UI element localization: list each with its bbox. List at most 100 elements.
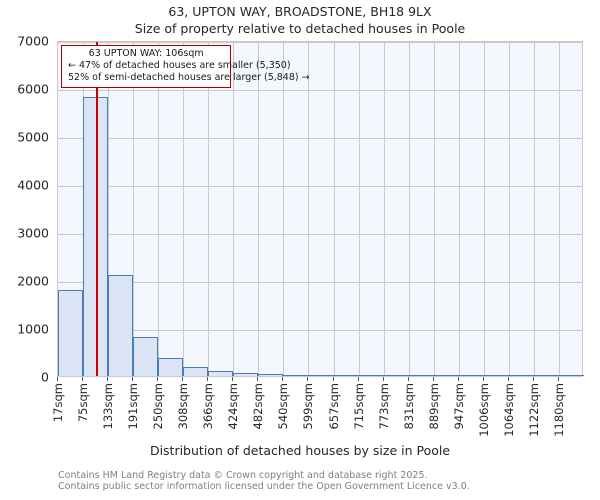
histogram-bar <box>433 375 459 376</box>
x-axis-tickmark <box>107 377 109 381</box>
gridline-vertical <box>458 42 460 376</box>
footer-attribution: Contains HM Land Registry data © Crown c… <box>58 470 470 492</box>
x-axis-tickmark <box>557 377 559 381</box>
x-axis-tick-label: 133sqm <box>101 383 116 430</box>
histogram-bar <box>458 375 484 376</box>
histogram-bar <box>358 375 384 376</box>
gridline-vertical <box>483 42 485 376</box>
x-axis-tickmark <box>507 377 509 381</box>
histogram-bar <box>533 375 559 376</box>
x-axis-tick-label: 17sqm <box>51 383 65 423</box>
histogram-bar <box>233 372 259 376</box>
x-axis-tick-label: 1006sqm <box>476 383 491 437</box>
x-axis-tick-label: 1122sqm <box>526 383 541 437</box>
x-axis-tick-label: 191sqm <box>126 383 141 430</box>
y-axis-tick-label: 4000 <box>17 177 49 193</box>
gridline-vertical <box>533 42 535 376</box>
histogram-bar <box>508 375 534 376</box>
gridline-vertical <box>558 42 560 376</box>
x-axis-tickmark <box>482 377 484 381</box>
x-axis-tick-label: 773sqm <box>376 383 391 430</box>
annotation-line-2: ← 47% of detached houses are smaller (5,… <box>68 60 291 71</box>
x-axis-tick-label: 308sqm <box>176 383 191 430</box>
gridline-horizontal <box>58 234 582 235</box>
x-axis-tickmark <box>157 377 159 381</box>
x-axis-tickmark <box>407 377 409 381</box>
gridline-vertical <box>433 42 435 376</box>
plot-area <box>57 41 584 377</box>
x-axis-title: Distribution of detached houses by size … <box>149 443 451 458</box>
x-axis-tickmark <box>357 377 359 381</box>
y-axis-tick-label: 1000 <box>17 321 49 337</box>
page-subtitle: Size of property relative to detached ho… <box>134 21 466 36</box>
histogram-bar <box>258 374 284 376</box>
gridline-horizontal <box>58 138 582 139</box>
x-axis-tick-label: 424sqm <box>226 383 241 430</box>
annotation-line-3: 52% of semi-detached houses are larger (… <box>68 72 310 83</box>
histogram-bar <box>558 375 584 376</box>
histogram-bar <box>333 375 359 376</box>
histogram-bar <box>408 375 434 376</box>
x-axis-tickmark <box>457 377 459 381</box>
y-axis-tick-label: 0 <box>41 369 49 385</box>
gridline-vertical <box>283 42 285 376</box>
histogram-bar <box>133 337 159 376</box>
histogram-bar <box>183 366 209 376</box>
histogram-bar <box>83 97 109 376</box>
gridline-vertical <box>308 42 310 376</box>
gridline-vertical <box>333 42 335 376</box>
gridline-vertical <box>133 42 135 376</box>
y-axis-tick-label: 2000 <box>17 273 49 289</box>
gridline-vertical <box>383 42 385 376</box>
chart-title-block: 63, UPTON WAY, BROADSTONE, BH18 9LX Size… <box>0 4 600 37</box>
x-axis-tickmark <box>257 377 259 381</box>
gridline-horizontal <box>58 186 582 187</box>
x-axis-tickmark <box>282 377 284 381</box>
x-axis-tick-label: 540sqm <box>276 383 291 430</box>
gridline-vertical <box>158 42 160 376</box>
histogram-bar <box>58 290 84 376</box>
x-axis-tickmark <box>132 377 134 381</box>
x-axis-tick-label: 1064sqm <box>501 383 516 437</box>
gridline-vertical <box>183 42 185 376</box>
property-marker-line <box>96 42 99 376</box>
x-axis-tick-label: 482sqm <box>251 383 266 430</box>
annotation-box: 63 UPTON WAY: 106sqm ← 47% of detached h… <box>61 45 310 88</box>
histogram-bar <box>108 275 134 376</box>
x-axis-tickmark <box>432 377 434 381</box>
x-axis-tickmark <box>307 377 309 381</box>
y-axis-tick-label: 3000 <box>17 225 49 241</box>
histogram-bar <box>383 375 409 376</box>
gridline-vertical <box>208 42 210 376</box>
page-title: 63, UPTON WAY, BROADSTONE, BH18 9LX <box>168 4 432 19</box>
gridline-vertical <box>108 42 110 376</box>
x-axis-tickmark <box>57 377 58 381</box>
gridline-horizontal <box>58 282 582 283</box>
gridline-horizontal <box>58 330 582 331</box>
gridline-vertical <box>258 42 260 376</box>
footer-line-1: Contains HM Land Registry data © Crown c… <box>58 470 428 481</box>
gridline-vertical <box>508 42 510 376</box>
histogram-bar <box>483 375 509 376</box>
x-axis-tickmark <box>332 377 334 381</box>
y-axis-tick-label: 5000 <box>17 129 49 145</box>
x-axis-tickmark <box>82 377 84 381</box>
footer-line-2: Contains public sector information licen… <box>58 481 470 492</box>
gridline-vertical <box>358 42 360 376</box>
histogram-bar <box>208 371 234 376</box>
x-axis-tickmark <box>532 377 534 381</box>
histogram-bar <box>308 375 334 376</box>
x-axis-tick-label: 889sqm <box>426 383 441 430</box>
annotation-line-1: 63 UPTON WAY: 106sqm <box>88 48 204 59</box>
gridline-vertical <box>233 42 235 376</box>
x-axis-tickmark <box>232 377 234 381</box>
x-axis-tick-label: 366sqm <box>201 383 216 430</box>
gridline-horizontal <box>58 90 582 91</box>
x-axis-tick-label: 250sqm <box>151 383 166 430</box>
x-axis-tickmark <box>182 377 184 381</box>
y-axis-tick-label: 6000 <box>17 81 49 97</box>
x-axis-tick-label: 657sqm <box>326 383 341 430</box>
x-axis-tick-label: 831sqm <box>401 383 416 430</box>
x-axis-tick-label: 947sqm <box>451 383 466 430</box>
x-axis-tick-label: 715sqm <box>351 383 366 430</box>
